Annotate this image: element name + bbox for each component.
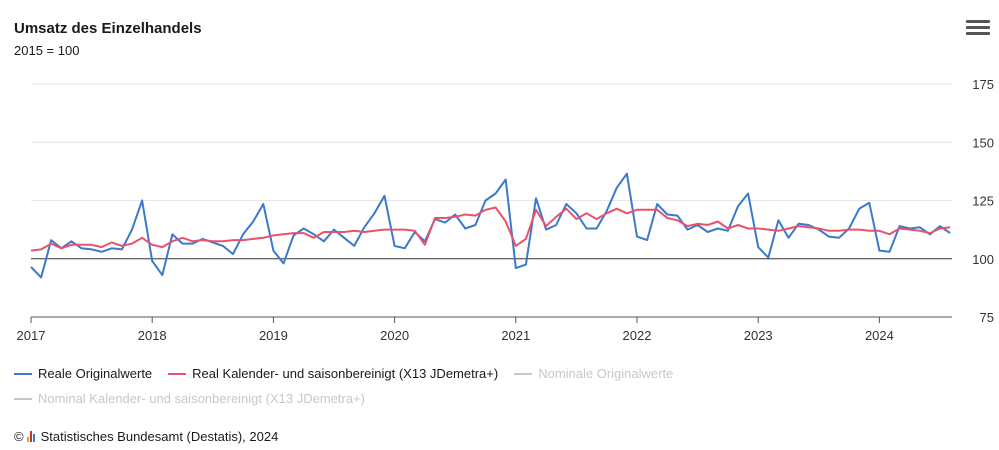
series-line-2 (30, 206, 951, 252)
legend-label: Nominale Originalwerte (538, 366, 674, 381)
credit-text[interactable]: Statistisches Bundesamt (Destatis), 2024 (40, 429, 279, 444)
copyright-symbol: © (14, 429, 24, 444)
x-tick-label: 2018 (138, 328, 167, 343)
y-tick-label: 100 (972, 252, 994, 267)
hamburger-menu-icon[interactable] (966, 20, 990, 40)
legend-item-1[interactable]: Reale Originalwerte (14, 363, 152, 385)
x-tick-label: 2019 (259, 328, 288, 343)
destatis-logo-icon (26, 431, 36, 442)
legend-swatch (168, 373, 187, 375)
y-tick-label: 125 (972, 194, 994, 209)
legend-label: Real Kalender- und saisonbereinigt (X13 … (192, 366, 499, 381)
x-tick-label: 2020 (380, 328, 409, 343)
chart-legend: Reale Originalwerte Real Kalender- und sa… (14, 360, 834, 410)
legend-item-3[interactable]: Nominale Originalwerte (514, 363, 673, 385)
legend-item-4[interactable]: Nominal Kalender- und saisonbereinigt (X… (14, 388, 365, 410)
y-tick-label: 150 (972, 135, 994, 150)
series-line-1 (30, 172, 951, 279)
x-tick-label: 2017 (17, 328, 46, 343)
legend-swatch (514, 373, 533, 375)
x-tick-label: 2024 (865, 328, 894, 343)
chart-title: Umsatz des Einzelhandels (14, 20, 202, 37)
legend-item-2[interactable]: Real Kalender- und saisonbereinigt (X13 … (168, 363, 498, 385)
y-tick-label: 175 (972, 77, 994, 92)
credit: © Statistisches Bundesamt (Destatis), 20… (14, 429, 278, 444)
x-tick-label: 2022 (623, 328, 652, 343)
legend-swatch (14, 373, 32, 375)
line-chart: 75 100 125 150 175 2017 2018 2019 2020 2021 2022 20… (17, 77, 994, 343)
legend-label: Nominal Kalender- und saisonbereinigt (X… (38, 391, 365, 406)
x-tick-label: 2021 (501, 328, 530, 343)
legend-label: Reale Originalwerte (38, 366, 153, 381)
y-tick-label: 75 (980, 310, 994, 325)
legend-swatch (14, 398, 32, 400)
x-tick-label: 2023 (744, 328, 773, 343)
chart-subtitle: 2015 = 100 (14, 43, 80, 58)
